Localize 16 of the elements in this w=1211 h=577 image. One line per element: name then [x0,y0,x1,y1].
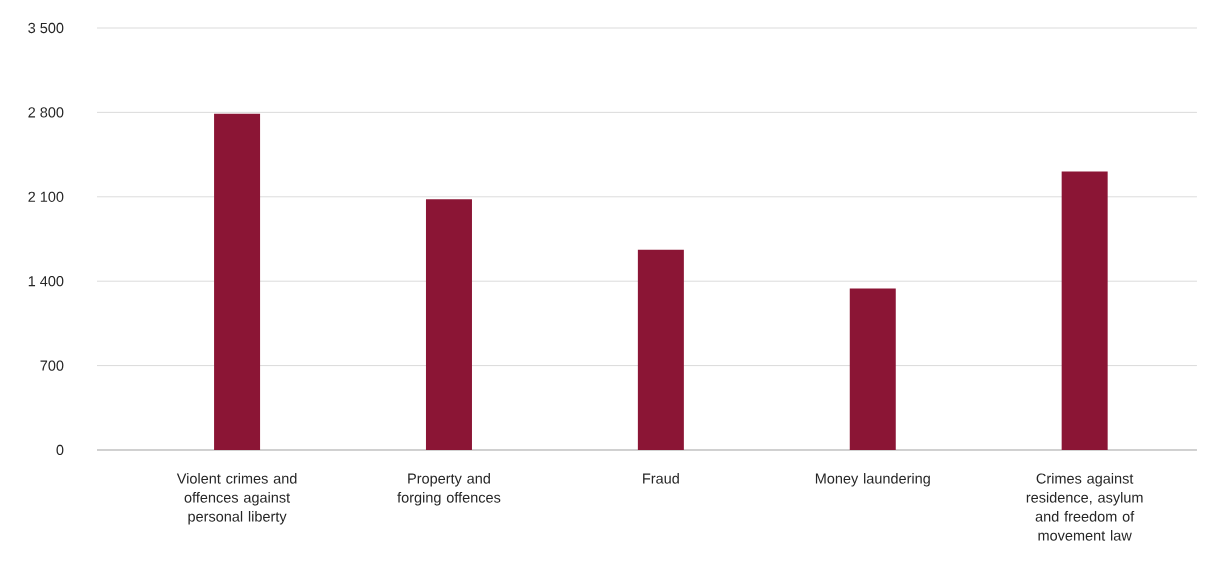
y-tick-label: 2 100 [28,191,64,202]
x-tick-label: Violent crimes and offences against personal liberty [176,473,297,525]
y-tick-label: 3 500 [28,22,64,34]
y-tick-label: 1 400 [28,276,64,287]
x-tick-label: Property and forging offences [397,473,501,506]
y-tick-label: 2 800 [28,107,64,118]
y-tick-label: 0 [56,444,64,456]
bar [425,199,472,450]
bar [1061,171,1108,450]
x-tick-label: Crimes against residence, asylum and freedom of movement law [1026,473,1143,541]
x-tick-label: Fraud [643,473,679,484]
x-tick-label: Money laundering [815,473,930,487]
bar [637,249,684,450]
y-tick-label: 700 [40,360,64,371]
bar [214,113,261,450]
bar [849,288,896,450]
